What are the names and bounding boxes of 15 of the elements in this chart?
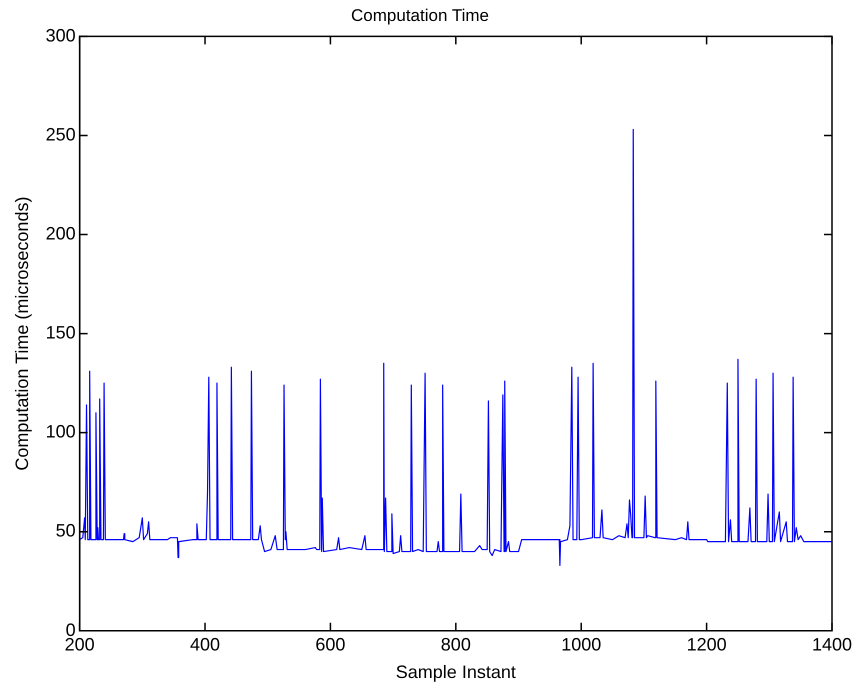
x-tick-label: 400 (190, 634, 220, 655)
x-tick-label: 1400 (812, 634, 852, 655)
y-tick-label: 200 (46, 224, 76, 244)
y-tick-label: 300 (46, 25, 76, 46)
y-axis-title: Computation Time (microseconds) (12, 196, 32, 471)
x-tick-label: 1200 (686, 634, 727, 655)
y-tick-label: 250 (46, 124, 76, 144)
y-tick-label: 100 (46, 422, 76, 442)
x-tick-label: 800 (440, 634, 471, 655)
x-axis-title: Sample Instant (396, 662, 516, 682)
chart-title: Computation Time (351, 6, 489, 25)
y-tick-label: 50 (56, 520, 76, 541)
y-tick-label: 150 (46, 322, 76, 343)
x-tick-label: 1000 (561, 634, 602, 655)
x-tick-label: 600 (315, 634, 346, 655)
